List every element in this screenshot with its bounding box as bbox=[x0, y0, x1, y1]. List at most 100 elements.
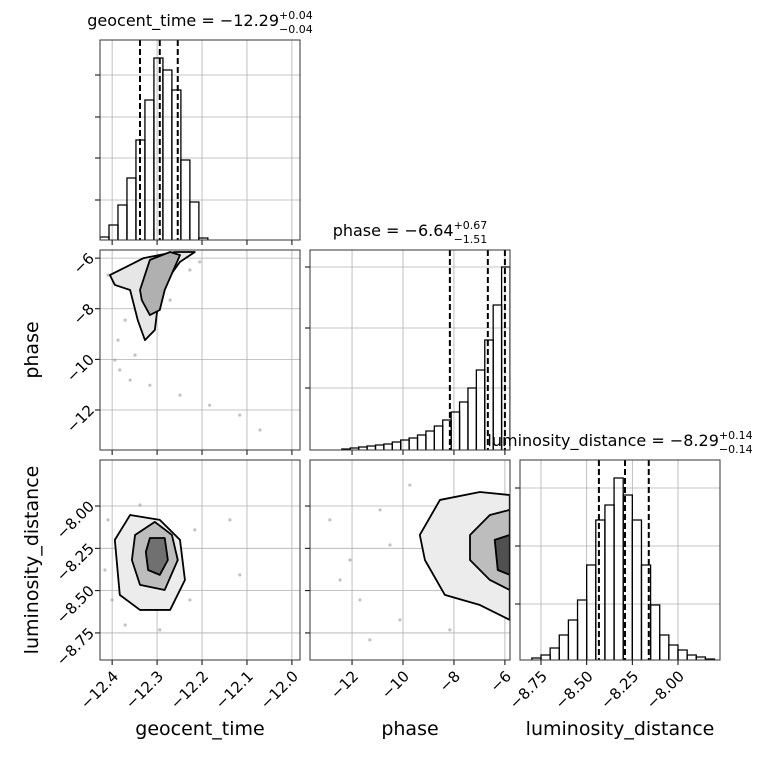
histogram-bin bbox=[631, 519, 643, 660]
sample-point bbox=[188, 268, 192, 272]
plot-area bbox=[310, 250, 510, 450]
sample-point bbox=[133, 353, 137, 357]
histogram-bin bbox=[595, 519, 606, 660]
panel-frame bbox=[99, 249, 301, 451]
sample-point bbox=[238, 573, 242, 577]
histogram-bin bbox=[433, 425, 444, 450]
histogram-bin bbox=[198, 237, 209, 240]
histogram-bin bbox=[425, 430, 435, 450]
histogram-bin bbox=[117, 204, 128, 240]
sample-point bbox=[348, 558, 352, 562]
y-tick-label: −6 bbox=[70, 249, 98, 277]
histogram-bin bbox=[450, 411, 461, 450]
title-plus: +0.14 bbox=[719, 429, 753, 442]
histogram-bin bbox=[416, 434, 427, 450]
histogram-bin bbox=[374, 444, 385, 450]
x-tick-label: −8 bbox=[436, 667, 464, 695]
histogram-bin bbox=[467, 387, 478, 450]
panel: −12.4 −12.3 −12.2 −12.1 −12.0 −8.00−8.25−8.50… bbox=[53, 459, 302, 713]
x-tick-label: −12.3 bbox=[122, 667, 167, 712]
x-axis-label: luminosity_distance bbox=[526, 718, 715, 740]
sample-point bbox=[388, 543, 392, 547]
panel: −8.75 −8.50 −8.25 −8.00 luminosity_distance … bbox=[487, 429, 752, 713]
sample-point bbox=[198, 260, 202, 264]
sample-point bbox=[103, 568, 107, 572]
sample-point bbox=[398, 618, 402, 622]
sample-point bbox=[358, 598, 362, 602]
plot-area bbox=[100, 250, 300, 450]
panel: −12 −10 −8 −6 bbox=[305, 459, 515, 702]
sample-point bbox=[113, 358, 117, 362]
histogram-bin bbox=[668, 644, 679, 660]
contour bbox=[144, 537, 169, 576]
histogram-bin bbox=[126, 177, 137, 240]
sample-point bbox=[378, 508, 382, 512]
y-tick-label: −8.00 bbox=[53, 497, 98, 542]
plot-area bbox=[100, 40, 300, 240]
histogram-bin bbox=[162, 69, 173, 240]
contour bbox=[493, 534, 510, 576]
sample-point bbox=[338, 578, 342, 582]
panel: phase = −6.64+0.67 −1.51 bbox=[305, 219, 511, 455]
y-tick-label: −8.50 bbox=[53, 582, 98, 627]
sample-point bbox=[168, 298, 172, 302]
sample-point bbox=[408, 483, 412, 487]
title-minus: −0.14 bbox=[719, 443, 753, 456]
sample-point bbox=[123, 318, 127, 322]
panel-title: geocent_time = −12.29+0.04 −0.04 bbox=[87, 9, 313, 36]
title-plus: +0.67 bbox=[454, 219, 488, 232]
x-tick-label: −12.1 bbox=[212, 667, 257, 712]
x-tick-label: −10 bbox=[378, 667, 413, 702]
sample-point bbox=[158, 628, 162, 632]
title-minus: −1.51 bbox=[454, 233, 488, 246]
histogram-bin bbox=[576, 599, 588, 660]
sample-point bbox=[448, 628, 452, 632]
sample-point bbox=[193, 528, 197, 532]
sample-point bbox=[148, 383, 152, 387]
histogram-bin bbox=[153, 57, 164, 240]
plot-area bbox=[100, 460, 300, 660]
x-axis-label: phase bbox=[381, 718, 438, 740]
sample-point bbox=[118, 368, 122, 372]
sample-point bbox=[128, 378, 132, 382]
histogram-bin bbox=[567, 619, 579, 660]
y-tick-label: −8.25 bbox=[53, 540, 98, 585]
sample-point bbox=[116, 338, 120, 342]
x-tick-label: −12 bbox=[327, 667, 362, 702]
histogram-bin bbox=[549, 647, 560, 660]
contour bbox=[139, 251, 181, 316]
plot-area bbox=[520, 460, 720, 660]
sample-point bbox=[258, 428, 262, 432]
histogram-bin bbox=[189, 201, 200, 240]
histogram-bin bbox=[171, 89, 182, 240]
sample-point bbox=[138, 503, 142, 507]
x-tick-label: −8.50 bbox=[551, 667, 596, 712]
title-main: phase = −6.64 bbox=[333, 221, 454, 240]
histogram-bin bbox=[540, 654, 551, 660]
histogram-bin bbox=[108, 224, 119, 240]
y-tick-label: −10 bbox=[63, 351, 98, 386]
title-plus: +0.04 bbox=[279, 9, 313, 22]
y-tick-label: −12 bbox=[63, 401, 98, 436]
sample-point bbox=[178, 393, 182, 397]
histogram-bin bbox=[492, 304, 503, 450]
sample-point bbox=[106, 273, 110, 277]
x-tick-label: −12.2 bbox=[167, 667, 212, 712]
x-tick-label: −12.0 bbox=[257, 667, 302, 712]
title-minus: −0.04 bbox=[279, 23, 313, 36]
panel-frame bbox=[309, 249, 511, 451]
histogram-bin bbox=[604, 504, 615, 660]
title-main: luminosity_distance = −8.29 bbox=[487, 431, 718, 451]
sample-point bbox=[228, 518, 232, 522]
panel: −6 −8 −10 −12 bbox=[63, 249, 301, 455]
panel-frame bbox=[99, 39, 301, 241]
histogram-bin bbox=[586, 564, 597, 660]
panel: geocent_time = −12.29+0.04 −0.04 bbox=[87, 9, 313, 245]
histogram-bin bbox=[383, 443, 393, 450]
y-axis-label: luminosity_distance bbox=[21, 466, 43, 655]
x-tick-label: −8.00 bbox=[643, 667, 688, 712]
panel-frame bbox=[99, 459, 301, 661]
histogram-bin bbox=[500, 266, 510, 450]
y-tick-label: −8 bbox=[70, 300, 98, 328]
x-tick-label: −6 bbox=[487, 667, 515, 695]
